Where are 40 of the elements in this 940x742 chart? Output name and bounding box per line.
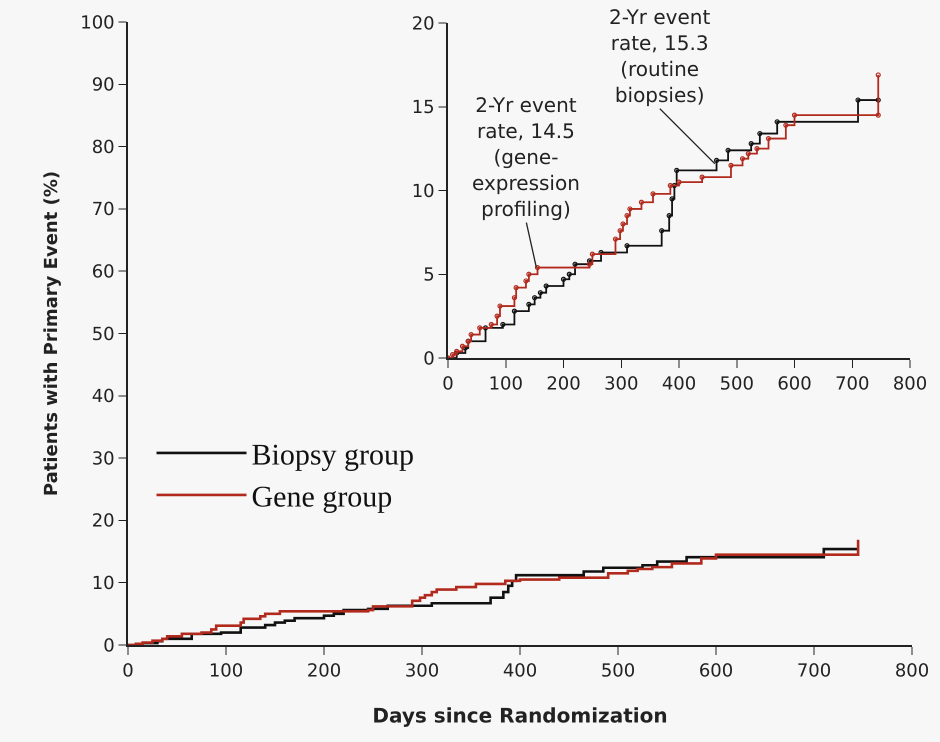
x-tick-label: 0 (442, 373, 454, 394)
x-axis-title: Days since Randomization (372, 703, 668, 728)
y-tick-label: 15 (412, 97, 435, 118)
x-tick-label: 400 (502, 660, 538, 682)
x-tick-label: 800 (892, 373, 928, 394)
y-axis-title: Patients with Primary Event (%) (40, 170, 62, 496)
y-tick-label: 20 (92, 510, 115, 532)
y-tick-label: 0 (103, 635, 115, 656)
y-tick-label: 90 (92, 74, 115, 96)
x-tick-label: 700 (796, 660, 832, 682)
x-tick-label: 0 (122, 660, 134, 682)
y-tick-label: 50 (92, 324, 115, 345)
annotation: 2-Yr event rate, 14.5 (gene-expression profiling) (472, 93, 580, 221)
x-tick-label: 500 (720, 373, 754, 394)
x-tick-label: 200 (546, 373, 581, 394)
x-tick-label: 100 (488, 373, 523, 394)
legend-label: Gene group (252, 480, 392, 514)
annotation: 2-Yr event rate, 15.3 (routine biopsies) (609, 5, 710, 107)
y-tick-label: 70 (92, 199, 115, 220)
y-tick-label: 40 (92, 386, 115, 408)
x-tick-label: 600 (777, 373, 812, 394)
x-tick-label: 300 (404, 660, 440, 682)
y-tick-label: 100 (80, 12, 115, 34)
x-tick-label: 800 (894, 660, 930, 682)
x-tick-label: 600 (698, 660, 734, 682)
legend-label: Biopsy group (252, 438, 414, 472)
x-tick-label: 400 (662, 373, 696, 394)
y-tick-label: 10 (92, 573, 115, 594)
y-tick-label: 0 (423, 348, 435, 370)
x-tick-label: 200 (306, 660, 342, 682)
x-tick-label: 700 (835, 373, 870, 394)
y-tick-label: 30 (92, 448, 115, 470)
y-tick-label: 5 (423, 264, 435, 286)
y-tick-label: 60 (92, 262, 115, 282)
x-tick-label: 500 (600, 660, 636, 682)
y-tick-label: 80 (92, 136, 115, 158)
x-tick-label: 100 (208, 660, 244, 682)
x-tick-label: 300 (604, 373, 638, 394)
y-tick-label: 20 (412, 13, 435, 34)
y-tick-label: 10 (412, 180, 435, 202)
